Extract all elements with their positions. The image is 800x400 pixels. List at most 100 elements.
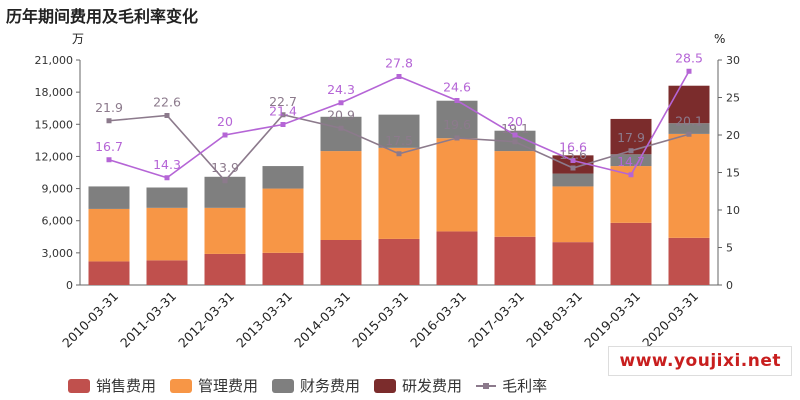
bar-segment [552,155,594,174]
bar-segment [262,252,304,285]
line-point [454,98,460,103]
data-label: 24.3 [327,82,355,97]
bar-segment [552,173,594,187]
data-label: 16.7 [95,139,123,154]
bar-segment [552,186,594,243]
data-label: 14.7 [617,154,645,169]
data-label: 21.9 [95,100,123,115]
bar-segment [668,237,710,285]
bar-segment [436,100,478,139]
chart-legend: 销售费用 管理费用 财务费用 研发费用 毛利率 [68,375,547,396]
line-point [686,131,692,137]
y2-tick-label: 20 [726,129,740,142]
x-tick-label: 2018-03-31 [523,289,585,351]
x-tick-label: 2012-03-31 [175,289,237,351]
y-tick-label: 12,000 [35,150,74,163]
x-tick-label: 2020-03-31 [639,289,701,351]
line-point [280,112,286,118]
legend-swatch [374,378,397,393]
line-point [570,158,576,163]
x-tick-label: 2013-03-31 [233,289,295,351]
bar-segment [552,242,594,285]
y2-tick-label: 30 [726,54,740,67]
y-tick-label: 0 [66,279,73,292]
chart-canvas: 0 3,000 6,000 9,000 12,000 15,000 18,000 21,000… [35,32,741,351]
line-point [570,165,576,171]
y-tick-label: 3,000 [42,247,74,260]
bars [88,85,710,285]
legend-label: 研发费用 [402,377,463,395]
y-tick-label: 9,000 [42,183,74,196]
data-label: 20 [507,114,523,129]
line-point [454,135,460,141]
y-tick-label: 18,000 [35,86,74,99]
data-label: 27.8 [385,56,413,71]
legend-label: 毛利率 [502,377,548,395]
bar-segment [378,114,420,148]
y2-tick-label: 25 [726,92,740,105]
data-label: 19.1 [501,121,529,136]
line-point [628,148,634,154]
bar-segment [436,138,478,232]
bar-segment [494,151,536,237]
line-point [512,139,518,145]
line-point [628,172,634,178]
bar-segment [610,154,652,167]
legend-item[interactable]: 管理费用 [170,375,258,396]
bar-segment [378,147,420,239]
bar-segment [88,186,130,209]
bar-segment [494,236,536,285]
data-label: 22.7 [269,94,297,109]
legend-item[interactable]: 研发费用 [374,375,462,396]
legend-swatch [170,378,193,393]
line-point [338,100,344,106]
x-tick-label: 2017-03-31 [465,289,527,351]
line-point [164,175,170,181]
bar-segment [378,238,420,285]
line-point [106,118,112,124]
bar-segment [88,208,130,262]
data-label: 20.9 [327,107,355,122]
legend-label: 财务费用 [300,377,361,395]
y2-axis-unit: % [714,32,725,46]
bar-segment [668,123,710,134]
chart-title: 历年期间费用及毛利率变化 [6,7,199,26]
line-point [222,132,228,138]
line-point [396,74,402,79]
y-tick-label: 21,000 [35,54,74,67]
bar-segment [668,133,710,238]
data-label: 16.6 [559,140,587,155]
data-label: 20.1 [675,113,703,128]
line-point [106,157,112,163]
data-label: 28.5 [675,50,703,65]
legend-swatch [272,378,295,393]
line-point [396,151,402,157]
data-label: 17.5 [385,133,413,148]
x-tick-label: 2014-03-31 [291,289,353,351]
bar-segment [262,166,304,189]
x-tick-label: 2016-03-31 [407,289,469,351]
y-axis-unit: 万 [72,32,84,46]
data-label: 20 [217,114,233,129]
data-label: 17.9 [617,130,645,145]
legend-item[interactable]: 毛利率 [476,375,547,396]
bar-segment [262,188,304,253]
legend-swatch [68,378,90,393]
y2-tick-label: 5 [726,242,733,255]
bar-segment [146,207,188,261]
labels: 21.9 22.6 13.9 22.7 20.9 17.5 19.6 19.1 15.6 17.9… [95,50,703,175]
bar-segment [204,207,246,254]
bar-segment [668,85,710,124]
bar-segment [610,222,652,285]
watermark-url: www.youjixi.net [608,346,792,376]
legend-label: 管理费用 [198,377,259,395]
x-tick-label: 2011-03-31 [117,289,179,351]
legend-item[interactable]: 财务费用 [272,375,360,396]
line-point [686,68,692,74]
data-label: 13.9 [211,160,239,175]
line-point [164,113,170,118]
legend-item[interactable]: 销售费用 [68,375,156,396]
y2-tick-label: 15 [726,167,740,180]
x-tick-label: 2015-03-31 [349,289,411,351]
bar-segment [436,231,478,285]
